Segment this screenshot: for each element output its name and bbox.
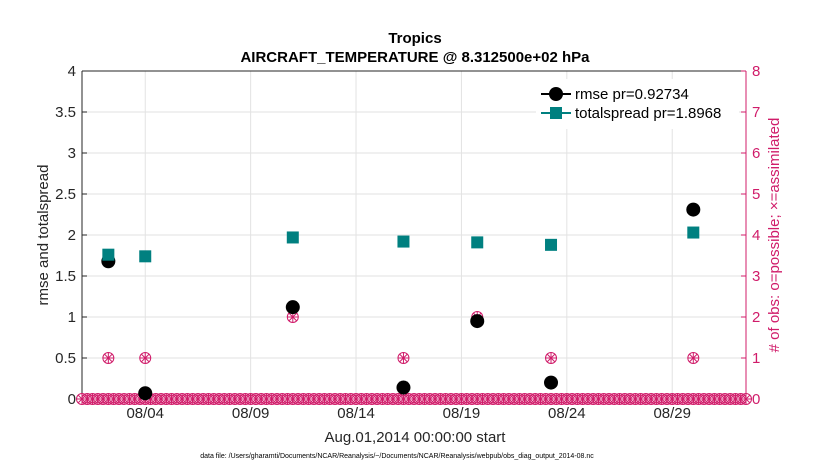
x-tick-label: 08/09 <box>232 405 270 422</box>
obs-marker <box>740 393 752 405</box>
y-tick-label: 1.5 <box>55 268 76 285</box>
y-right-tick-label: 5 <box>752 186 760 203</box>
totalspread-point <box>139 250 152 263</box>
legend-box <box>536 79 739 129</box>
legend-rmse-label: rmse pr=0.92734 <box>575 86 689 103</box>
grid <box>82 71 746 399</box>
y-tick-label: 3 <box>68 145 76 162</box>
rmse-point <box>544 375 559 390</box>
totalspread-point <box>687 226 700 239</box>
rmse-point <box>138 386 153 401</box>
x-tick-label: 08/14 <box>337 405 375 422</box>
y-tick-label: 2.5 <box>55 186 76 203</box>
legend: rmse pr=0.92734 totalspread pr=1.8968 <box>536 79 739 129</box>
y-right-tick-label: 1 <box>752 350 760 367</box>
y-axis-label-right: # of obs: o=possible; ×=assimilated <box>766 118 783 353</box>
y-right-tick-label: 2 <box>752 309 760 326</box>
x-tick-label: 08/29 <box>653 405 691 422</box>
y-tick-label: 2 <box>68 227 76 244</box>
x-axis-label: Aug.01,2014 00:00:00 start <box>325 429 507 446</box>
chart-title: Tropics <box>388 30 441 47</box>
y-right-tick-label: 7 <box>752 104 760 121</box>
y-axis-label-left: rmse and totalspread <box>35 165 52 306</box>
y-tick-label: 0 <box>68 391 76 408</box>
chart-subtitle: AIRCRAFT_TEMPERATURE @ 8.312500e+02 hPa <box>240 49 590 66</box>
obs-marker <box>102 352 115 364</box>
y-right-tick-label: 6 <box>752 145 760 162</box>
totalspread-point <box>471 236 484 249</box>
rmse-point <box>285 300 300 315</box>
totalspread-point <box>545 238 558 251</box>
obs-marker <box>397 352 410 364</box>
x-axis: 08/04 08/09 08/14 08/19 08/24 08/29 <box>126 394 691 422</box>
totalspread-point <box>286 231 299 244</box>
y-tick-label: 4 <box>68 63 76 80</box>
x-tick-label: 08/19 <box>443 405 481 422</box>
legend-totalspread-label: totalspread pr=1.8968 <box>575 105 721 122</box>
totalspread-point <box>397 235 410 248</box>
y-tick-label: 3.5 <box>55 104 76 121</box>
y-right-tick-label: 8 <box>752 63 760 80</box>
rmse-point <box>686 202 701 217</box>
x-tick-label: 08/24 <box>548 405 586 422</box>
y-tick-label: 1 <box>68 309 76 326</box>
y-right-tick-label: 4 <box>752 227 760 244</box>
obs-marker <box>139 352 152 364</box>
obs-marker <box>545 352 558 364</box>
y-axis-left: 0 0.5 1 1.5 2 2.5 3 3.5 4 <box>55 63 87 408</box>
data-series <box>101 202 701 401</box>
rmse-point <box>396 380 411 395</box>
y-right-tick-label: 3 <box>752 268 760 285</box>
rmse-point <box>470 314 485 329</box>
y-right-tick-label: 0 <box>752 391 760 408</box>
obs-marker <box>687 352 700 364</box>
totalspread-point <box>102 248 115 261</box>
y-tick-label: 0.5 <box>55 350 76 367</box>
legend-totalspread-marker <box>550 107 562 119</box>
x-tick-label: 08/04 <box>126 405 164 422</box>
legend-rmse-marker <box>549 87 563 101</box>
data-file-footnote: data file: /Users/gharamti/Documents/NCA… <box>200 453 594 460</box>
